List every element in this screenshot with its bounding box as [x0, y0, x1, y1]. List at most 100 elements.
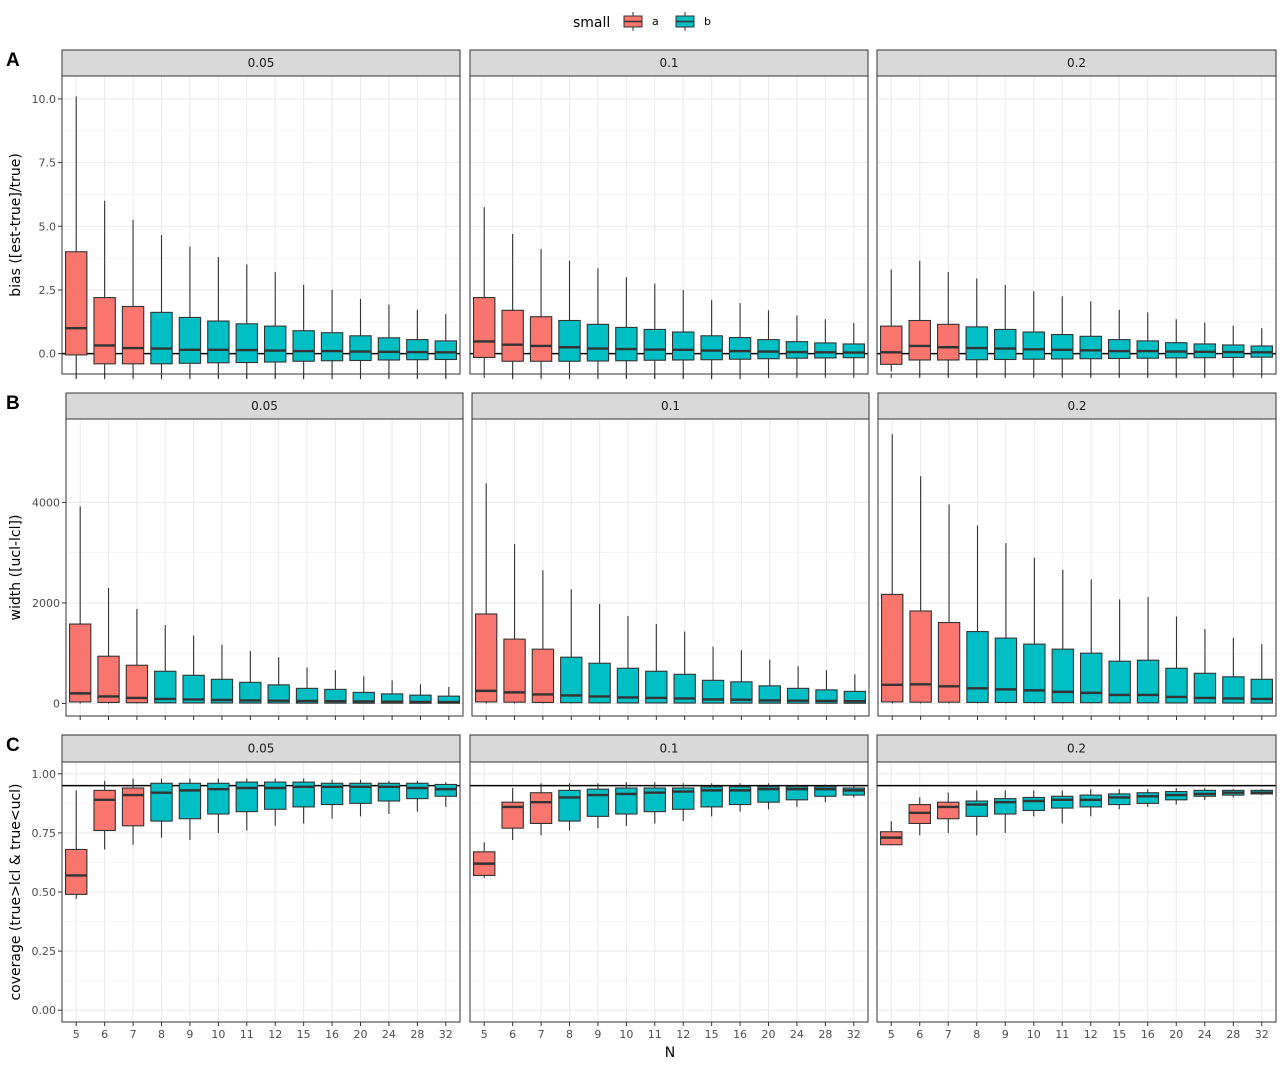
- box-N20: [757, 783, 780, 810]
- box-iqr: [558, 319, 581, 362]
- y-tick-label: 5.0: [39, 220, 57, 233]
- box-iqr: [235, 323, 258, 364]
- x-tick-label: 8: [566, 1028, 573, 1041]
- y-tick-label: 7.5: [39, 157, 57, 170]
- box-N12: [267, 657, 290, 704]
- box-N10: [615, 277, 638, 380]
- x-tick-label: 6: [509, 1028, 516, 1041]
- box-N15: [1108, 599, 1131, 704]
- box-iqr: [994, 798, 1017, 815]
- box-N12: [672, 783, 695, 822]
- row-tag-C: C: [6, 735, 20, 756]
- box-iqr: [349, 335, 372, 362]
- box-N7: [937, 272, 960, 377]
- box-iqr: [474, 613, 498, 703]
- x-tick-label: 16: [325, 1028, 339, 1041]
- box-iqr: [434, 340, 457, 361]
- x-tick-label: 9: [594, 1028, 601, 1041]
- box-N24: [785, 315, 809, 377]
- box-N10: [207, 778, 230, 833]
- box-N16: [1136, 312, 1159, 377]
- x-tick-label: 6: [101, 1028, 108, 1041]
- box-N24: [1193, 788, 1216, 800]
- facet-strip-label: 0.05: [251, 399, 278, 413]
- box-N16: [320, 289, 344, 380]
- box-N15: [700, 783, 723, 817]
- box-iqr: [937, 323, 960, 361]
- box-iqr: [560, 656, 583, 704]
- x-tick-label: 5: [481, 1028, 488, 1041]
- box-N8: [560, 589, 583, 704]
- box-N11: [643, 782, 666, 824]
- box-iqr: [880, 325, 903, 365]
- box-iqr: [1136, 659, 1160, 704]
- box-N20: [758, 659, 781, 704]
- box-iqr: [1108, 660, 1131, 704]
- panel-border: [61, 75, 461, 375]
- y-tick-label: 2000: [32, 597, 60, 610]
- box-N12: [264, 272, 287, 380]
- box-N15: [701, 646, 725, 704]
- x-tick-label: 28: [818, 1028, 832, 1041]
- box-N8: [965, 278, 988, 377]
- x-tick-label: 12: [1084, 1028, 1098, 1041]
- box-iqr: [65, 251, 88, 356]
- panel-border: [877, 418, 1277, 717]
- box-N9: [586, 268, 610, 380]
- facet-strip-label: 0.2: [1067, 742, 1086, 756]
- box-N6: [909, 476, 932, 704]
- box-iqr: [673, 673, 696, 704]
- box-iqr: [1165, 667, 1188, 704]
- x-tick-label: 8: [158, 1028, 165, 1041]
- x-tick-label: 15: [297, 1028, 311, 1041]
- y-tick-label: 0.75: [32, 827, 57, 840]
- box-N12: [673, 631, 696, 704]
- box-N28: [406, 780, 429, 812]
- box-iqr: [1051, 648, 1074, 704]
- x-tick-label: 10: [1027, 1028, 1041, 1041]
- x-tick-label: 20: [762, 1028, 776, 1041]
- panel-border: [876, 75, 1277, 375]
- y-tick-label: 1.00: [32, 768, 57, 781]
- x-tick-label: 24: [382, 1028, 396, 1041]
- box-N28: [1222, 637, 1245, 704]
- box-N15: [1108, 309, 1131, 377]
- box-N10: [207, 256, 230, 380]
- panel-background: [470, 76, 868, 374]
- x-tick-label: 15: [1112, 1028, 1126, 1041]
- box-iqr: [239, 681, 262, 704]
- box-N6: [503, 544, 526, 704]
- box-N28: [814, 319, 837, 376]
- box-iqr: [908, 319, 931, 361]
- facet-strip-label: 0.2: [1067, 56, 1086, 70]
- y-tick-label: 0: [53, 697, 60, 710]
- box-iqr: [292, 781, 315, 808]
- box-iqr: [1222, 676, 1245, 704]
- box-N10: [1022, 291, 1045, 377]
- box-N5: [474, 483, 498, 704]
- box-iqr: [1165, 342, 1188, 359]
- x-tick-label: 32: [439, 1028, 453, 1041]
- box-iqr: [210, 678, 234, 704]
- box-N9: [178, 246, 202, 380]
- panel-A-0.05: 0.05 0.0 2.5 5.0 7.5 10.0: [32, 49, 461, 380]
- facet-strip: [877, 392, 1277, 420]
- box-iqr: [295, 687, 319, 704]
- box-N15: [295, 667, 319, 704]
- box-N32: [434, 314, 457, 380]
- box-N20: [1165, 616, 1188, 704]
- box-N16: [1136, 789, 1159, 807]
- y-tick-label: 0.50: [32, 886, 57, 899]
- x-tick-label: 28: [410, 1028, 424, 1041]
- box-N7: [125, 608, 149, 704]
- facet-strip-label: 0.2: [1067, 399, 1086, 413]
- box-N11: [1051, 296, 1074, 377]
- box-iqr: [178, 316, 202, 364]
- box-N20: [1165, 788, 1188, 805]
- y-axis-title-C: coverage (true>lcl & true<ucl): [8, 783, 24, 1000]
- box-N9: [994, 284, 1017, 377]
- box-iqr: [182, 674, 205, 704]
- box-iqr: [320, 332, 344, 362]
